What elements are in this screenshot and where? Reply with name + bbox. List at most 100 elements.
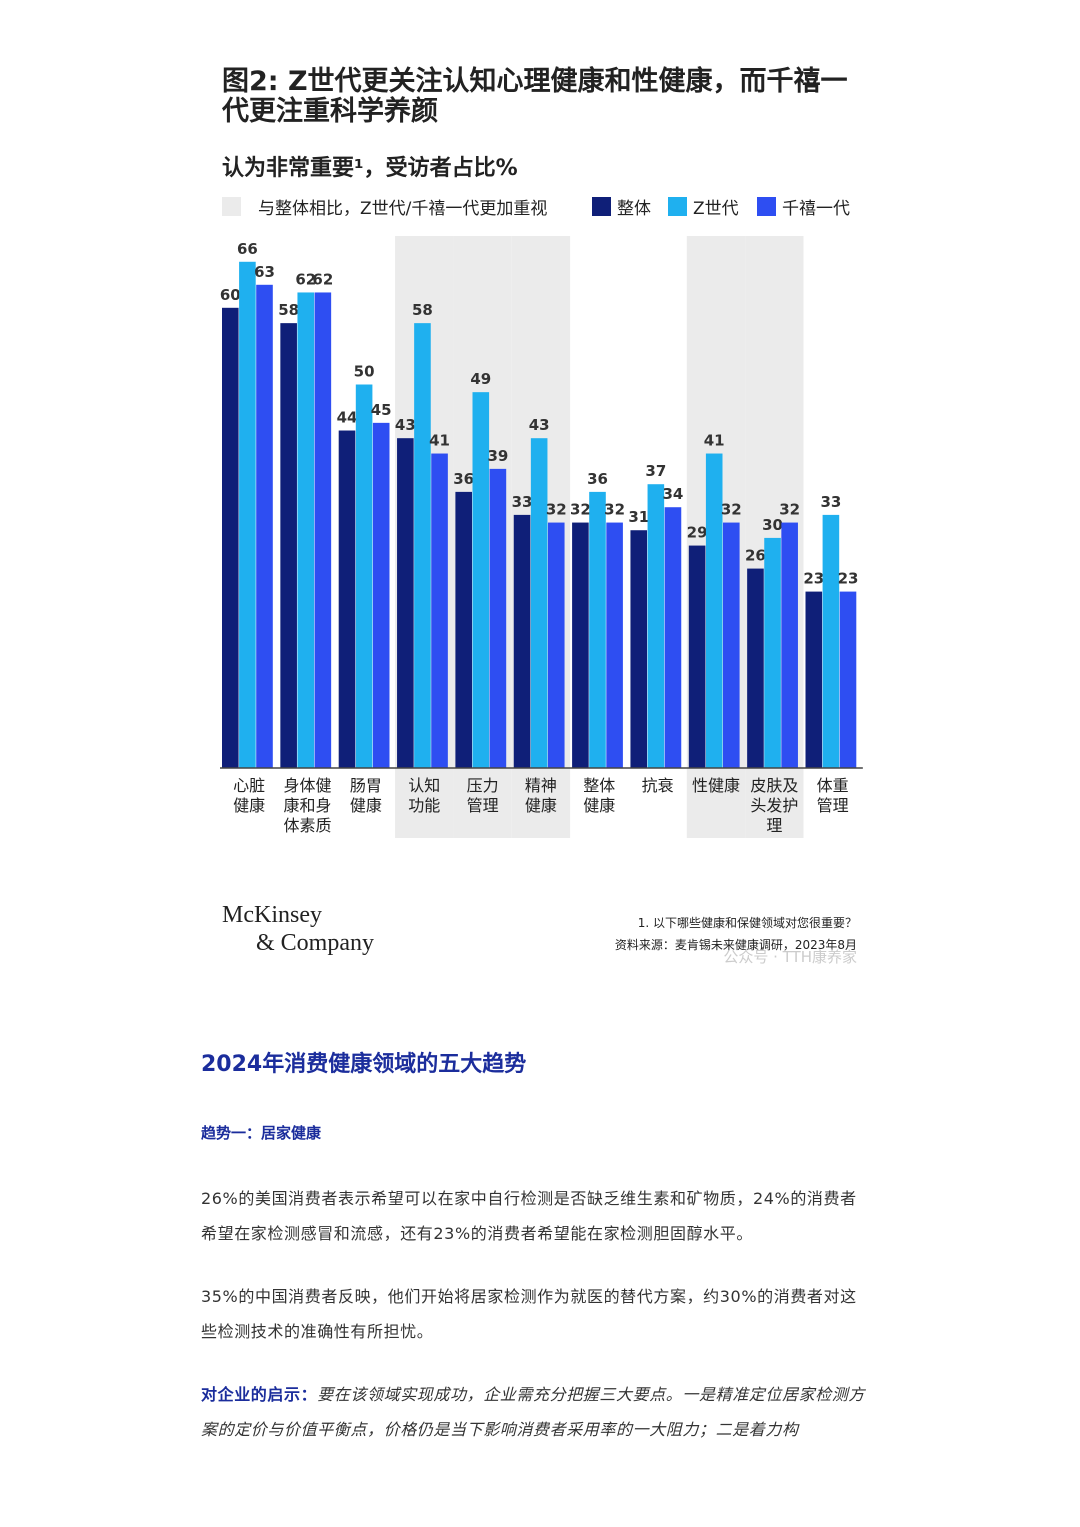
bar [513, 514, 531, 768]
bar [630, 530, 648, 768]
bar [664, 507, 682, 768]
data-label: 44 [337, 409, 358, 427]
x-tick-label: 身体健康和身体素质 [284, 776, 332, 835]
bar [256, 284, 273, 768]
bar [805, 591, 823, 768]
bar [606, 522, 623, 768]
data-label: 41 [704, 432, 725, 450]
paragraph: 26%的美国消费者表示希望可以在家中自行检测是否缺乏维生素和矿物质，24%的消费… [201, 1189, 857, 1243]
bar [688, 545, 706, 768]
legend-label: 与整体相比，Z世代/千禧一代更加重视 [258, 199, 547, 219]
legend-swatch [222, 197, 241, 216]
x-tick-label: 肠胃健康 [350, 776, 382, 815]
footnote: 1. 以下哪些健康和保健领域对您很重要？ [638, 915, 857, 930]
data-label: 32 [546, 501, 567, 519]
chart-title: 图2: Z世代更关注认知心理健康和性健康，而千禧一代更注重科学养颜 [221, 65, 848, 127]
chart: 图2: Z世代更关注认知心理健康和性健康，而千禧一代更注重科学养颜 认为非常重要… [220, 65, 863, 966]
data-label: 33 [820, 493, 841, 511]
x-tick-label: 性健康 [692, 776, 740, 795]
x-tick-label: 压力管理 [467, 776, 499, 815]
data-label: 39 [487, 447, 508, 465]
subheading: 趋势一：居家健康 [201, 1124, 322, 1142]
bar [239, 261, 256, 768]
data-label: 62 [295, 270, 316, 288]
data-label: 33 [512, 493, 533, 511]
insight-text: 要在该领域实现成功，企业需充分把握三大要点。一是精准定位居家检测方案的定价与价值… [201, 1385, 866, 1439]
data-label: 34 [663, 485, 684, 503]
data-label: 36 [453, 470, 474, 488]
bar [455, 491, 472, 768]
bar [747, 568, 764, 768]
bar [572, 522, 589, 768]
data-label: 31 [628, 508, 649, 526]
x-tick-label: 抗衰 [642, 776, 674, 795]
bar [530, 438, 548, 768]
data-label: 58 [412, 301, 433, 319]
bar [781, 522, 798, 768]
bar [431, 453, 448, 768]
heading: 2024年消费健康领域的五大趋势 [201, 1052, 527, 1077]
legend-label: Z世代 [693, 199, 739, 219]
bar [647, 484, 665, 768]
bar [397, 438, 414, 768]
bar [723, 522, 740, 768]
bar [822, 514, 840, 768]
data-label: 63 [254, 263, 275, 281]
watermark: 公众号 · TTH康养家 [723, 948, 857, 966]
data-label: 26 [745, 547, 766, 565]
bar [547, 522, 565, 768]
legend-label: 千禧一代 [782, 199, 850, 219]
data-label: 60 [220, 286, 241, 304]
data-label: 32 [604, 501, 625, 519]
legend-swatch [757, 197, 776, 216]
data-label: 32 [570, 501, 591, 519]
bar [705, 453, 723, 768]
data-label: 32 [779, 501, 800, 519]
bar [372, 422, 390, 768]
legend-label: 整体 [617, 199, 651, 219]
bar [338, 430, 356, 768]
paragraph: 对企业的启示：要在该领域实现成功，企业需充分把握三大要点。一是精准定位居家检测方… [201, 1377, 873, 1447]
bar [589, 491, 606, 768]
bar [280, 323, 297, 768]
bar [355, 384, 373, 768]
data-label: 58 [278, 301, 299, 319]
x-tick-label: 认知功能 [408, 776, 440, 815]
x-tick-label: 精神健康 [525, 776, 557, 815]
data-label: 43 [529, 416, 550, 434]
bar [472, 392, 490, 768]
insight-label: 对企业的启示： [201, 1385, 318, 1404]
data-label: 32 [721, 501, 742, 519]
legend-swatch [668, 197, 687, 216]
chart-subtitle: 认为非常重要¹，受访者占比% [222, 155, 518, 181]
data-label: 62 [312, 270, 333, 288]
paragraph: 35%的中国消费者反映，他们开始将居家检测作为就医的替代方案，约30%的消费者对… [201, 1287, 857, 1341]
data-label: 37 [645, 462, 666, 480]
data-label: 30 [762, 516, 783, 534]
bar [314, 292, 332, 768]
bar [414, 323, 431, 768]
x-tick-label: 皮肤及头发护理 [750, 776, 798, 835]
data-label: 23 [803, 570, 824, 588]
data-label: 50 [354, 363, 375, 381]
bar [222, 307, 239, 768]
bar [839, 591, 857, 768]
source: 资料来源：麦肯锡未来健康调研，2023年8月 [615, 937, 857, 952]
data-label: 36 [587, 470, 608, 488]
data-label: 43 [395, 416, 416, 434]
data-label: 41 [429, 432, 450, 450]
logo: McKinsey [222, 902, 322, 928]
bar [764, 537, 781, 768]
article: 2024年消费健康领域的五大趋势 趋势一：居家健康 26%的美国消费者表示希望可… [201, 1046, 873, 1447]
x-tick-label: 整体健康 [583, 776, 615, 815]
bar [489, 468, 507, 768]
data-label: 66 [237, 240, 258, 258]
data-label: 23 [838, 570, 859, 588]
x-tick-label: 心脏健康 [233, 776, 265, 815]
data-label: 49 [470, 370, 491, 388]
logo: & Company [256, 930, 374, 956]
legend-swatch [592, 197, 611, 216]
data-label: 45 [371, 401, 392, 419]
bar [297, 292, 315, 768]
